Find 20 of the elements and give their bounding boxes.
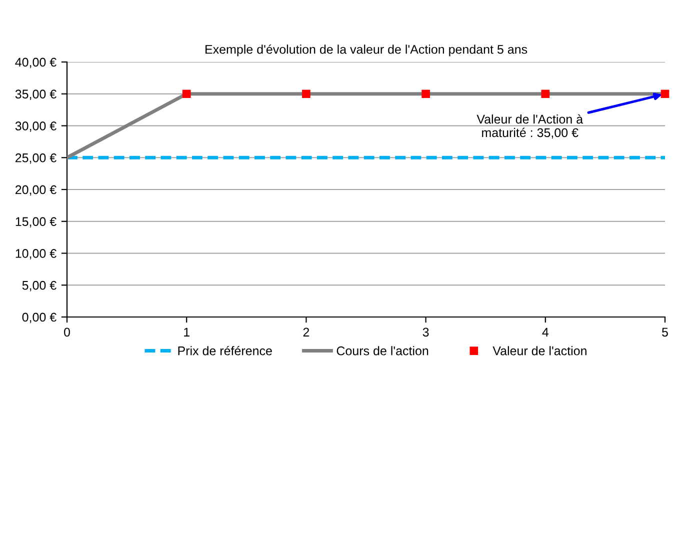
y-tick-label: 10,00 € (16, 249, 56, 260)
y-tick-label: 20,00 € (16, 185, 56, 196)
x-tick-label: 1 (184, 328, 190, 336)
y-tick-label: 25,00 € (16, 153, 56, 164)
y-tick-label: 40,00 € (15, 58, 56, 68)
legend-label: Prix de référence (178, 346, 272, 356)
y-tick-label: 30,00 € (15, 122, 56, 132)
annotation: Valeur de l'Action à maturité : 35,00 € (476, 114, 584, 139)
x-tick-label: 3 (422, 328, 429, 337)
legend-label: Valeur de l'action (492, 346, 586, 356)
x-tick-label: 0 (64, 328, 70, 337)
x-tick-label: 4 (542, 328, 549, 336)
chart-title: Exemple d'évolution de la valeur de l'Action pendant 5 ans (206, 44, 528, 56)
y-tick-label: 35,00 € (15, 90, 56, 100)
y-tick-label: 5,00 € (22, 280, 56, 292)
y-tick-label: 15,00 € (16, 217, 56, 228)
x-tick-label: 5 (662, 328, 668, 337)
legend-label: Cours de l'action (336, 346, 428, 356)
x-tick-label: 2 (303, 328, 310, 336)
y-tick-label: 0,00 € (22, 312, 56, 324)
